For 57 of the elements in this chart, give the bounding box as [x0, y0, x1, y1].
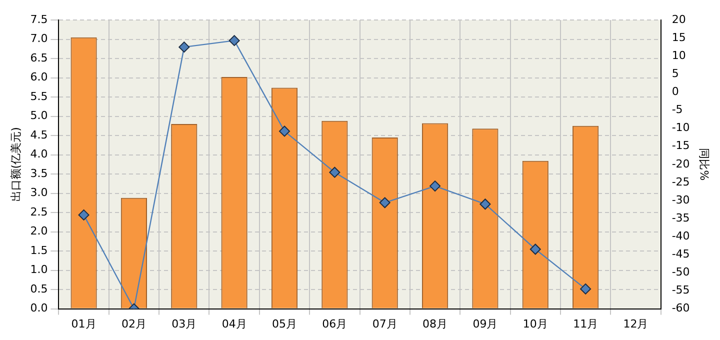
y-tick-label: 3.0	[30, 186, 48, 200]
y2-tick-label: -35	[672, 211, 690, 224]
y2-tick-label: 10	[672, 48, 686, 62]
y2-tick-label: -60	[672, 302, 690, 315]
point	[430, 180, 441, 192]
x-tick-label: 07月	[372, 317, 398, 330]
x-tick-label: 06月	[322, 317, 348, 330]
x-tick-label: 11月	[573, 317, 598, 330]
y2-tick-label: -50	[672, 266, 690, 279]
x-tick-label: 08月	[422, 317, 448, 330]
x-tick-label: 03月	[172, 317, 197, 330]
point	[78, 209, 90, 220]
point	[228, 35, 240, 46]
y2-tick-label: -40	[672, 229, 690, 242]
y-tick-label: 0.5	[30, 282, 48, 296]
y2-tick-label: 5	[672, 67, 679, 80]
y-tick-label: 6.0	[30, 70, 48, 84]
y2-axis-title: 同比%	[698, 148, 711, 181]
y2-tick-label: -20	[672, 157, 690, 170]
y2-tick-label: -10	[672, 121, 690, 134]
y2-tick-label: -45	[672, 248, 690, 261]
x-tick-label: 12月	[623, 317, 648, 330]
point	[480, 198, 491, 210]
x-tick-label: 09月	[472, 317, 498, 330]
y-tick-label: 6.5	[30, 51, 48, 64]
y-tick-label: 3.5	[30, 166, 48, 180]
y2-tick-label: -55	[672, 284, 690, 297]
point	[278, 126, 290, 137]
y2-tick-label: -25	[672, 175, 690, 188]
y2-tick-label: 20	[672, 12, 686, 26]
y-tick-label: 0.0	[30, 302, 48, 315]
x-tick-label: 02月	[121, 317, 146, 330]
y-tick-label: 4.0	[30, 148, 48, 161]
x-tick-label: 04月	[222, 317, 247, 330]
y-tick-label: 1.5	[30, 244, 48, 257]
y-axis-title: 出口额(亿美元)	[9, 127, 22, 202]
y2-tick-label: 15	[672, 30, 686, 44]
point	[580, 283, 592, 294]
y2-tick-label: -5	[672, 103, 683, 116]
y-tick-label: 5.5	[30, 90, 48, 103]
y-tick-label: 2.0	[30, 224, 48, 238]
y-tick-label: 2.5	[30, 205, 48, 218]
point	[178, 42, 190, 53]
y-tick-label: 1.0	[30, 263, 48, 276]
y-tick-label: 7.5	[30, 12, 48, 26]
point	[530, 244, 541, 255]
y-tick-label: 7.0	[30, 32, 48, 46]
point	[329, 166, 340, 178]
y2-tick-label: -30	[672, 193, 690, 206]
x-tick-label: 05月	[272, 317, 297, 330]
x-tick-label: 01月	[71, 317, 96, 330]
point	[379, 197, 390, 208]
y2-tick-label: -15	[672, 139, 690, 152]
y2-tick-label: 0	[672, 85, 679, 98]
y-tick-label: 5.0	[30, 109, 48, 122]
y-tick-label: 4.5	[30, 128, 48, 142]
x-tick-label: 10月	[522, 317, 548, 330]
